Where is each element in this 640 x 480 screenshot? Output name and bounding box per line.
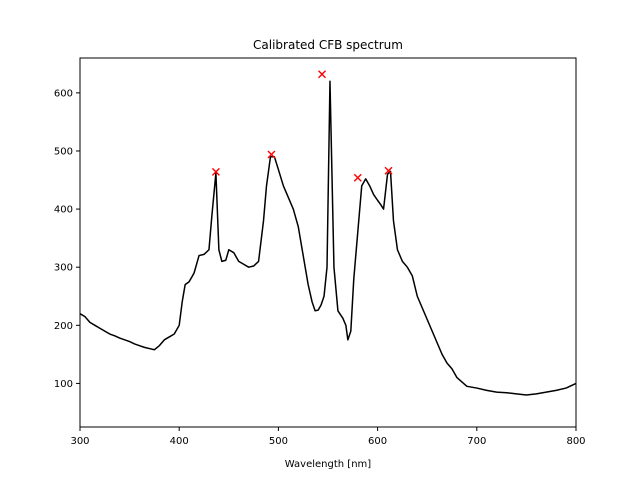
plot-area <box>79 70 577 396</box>
x-tick-label-2: 500 <box>269 436 288 447</box>
spectrum-line-0 <box>79 80 577 396</box>
x-tick-label-4: 700 <box>467 436 486 447</box>
y-tick-label-4: 500 <box>54 146 73 157</box>
x-tick-label-5: 800 <box>566 436 585 447</box>
peak-marker-2 <box>318 70 327 79</box>
plot-frame <box>79 57 577 428</box>
peak-marker-1 <box>267 150 276 159</box>
peak-marker-4 <box>384 166 393 175</box>
y-tick-label-3: 400 <box>54 205 73 216</box>
peak-marker-3 <box>353 173 362 182</box>
x-tick-label-0: 300 <box>70 436 89 447</box>
axis-ticks: 300 400 500 600 700 800 100 200 300 400 500 600 <box>54 88 586 447</box>
x-axis-label: Wavelength [nm] <box>285 459 371 470</box>
x-tick-label-3: 600 <box>368 436 387 447</box>
x-tick-label-1: 400 <box>170 436 189 447</box>
y-tick-label-2: 300 <box>54 263 73 274</box>
y-tick-label-5: 600 <box>54 88 73 99</box>
chart-title: Calibrated CFB spectrum <box>253 38 403 52</box>
y-tick-label-0: 100 <box>54 379 73 390</box>
y-tick-label-1: 200 <box>54 321 73 332</box>
peak-marker-0 <box>211 167 220 176</box>
